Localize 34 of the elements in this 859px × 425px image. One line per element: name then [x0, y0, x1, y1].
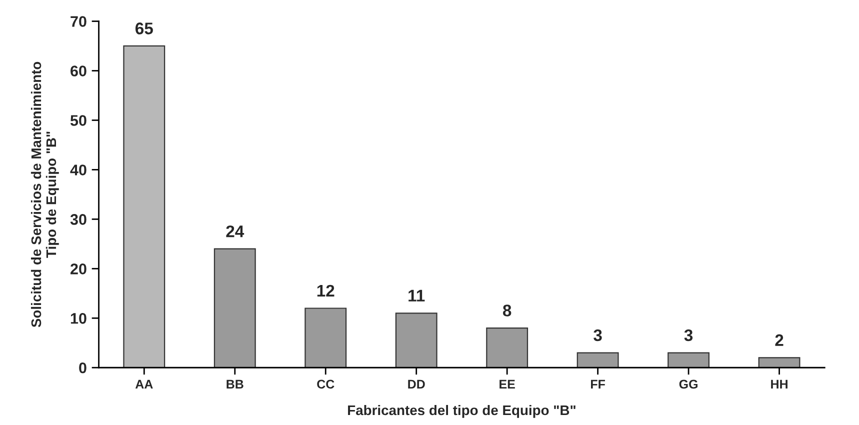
bar — [304, 308, 347, 368]
data-label: 12 — [317, 284, 334, 296]
data-label: 8 — [502, 304, 512, 316]
x-tick-label: GG — [679, 380, 698, 389]
x-axis-title: Fabricantes del tipo de Equipo "B" — [348, 404, 576, 418]
y-tick-label: 30 — [70, 214, 86, 225]
data-label: 3 — [684, 329, 693, 342]
y-tick-label: 20 — [70, 264, 86, 274]
y-tick-label: 10 — [70, 313, 86, 324]
x-tick-label: HH — [771, 380, 788, 388]
x-tick-label: EE — [500, 380, 515, 388]
x-tick-label: BB — [226, 380, 244, 388]
data-label: 11 — [408, 290, 425, 302]
x-tick-label: CC — [317, 380, 334, 389]
y-tick-label: 50 — [70, 115, 86, 126]
x-tick-label: AA — [135, 380, 153, 388]
y-tick-label: 0 — [79, 362, 86, 374]
y-tick-label: 60 — [70, 66, 86, 76]
data-label: 24 — [226, 225, 244, 238]
y-tick-label: 70 — [70, 16, 86, 27]
data-label: 3 — [594, 329, 602, 342]
data-label: 2 — [775, 334, 784, 346]
y-axis-title: Solicitud de Servicios de Mantenimiento Tipo de Equipo "B" — [30, 62, 59, 328]
bar — [758, 357, 800, 368]
y-tick-label: 40 — [70, 164, 86, 176]
bar — [576, 352, 619, 368]
x-tick-label: FF — [591, 380, 605, 388]
bar — [214, 248, 256, 368]
x-tick-label: DD — [408, 380, 425, 388]
bar — [395, 312, 438, 368]
bar — [123, 45, 166, 368]
data-label: 65 — [135, 22, 153, 34]
bar — [486, 327, 528, 368]
bar — [668, 352, 710, 368]
